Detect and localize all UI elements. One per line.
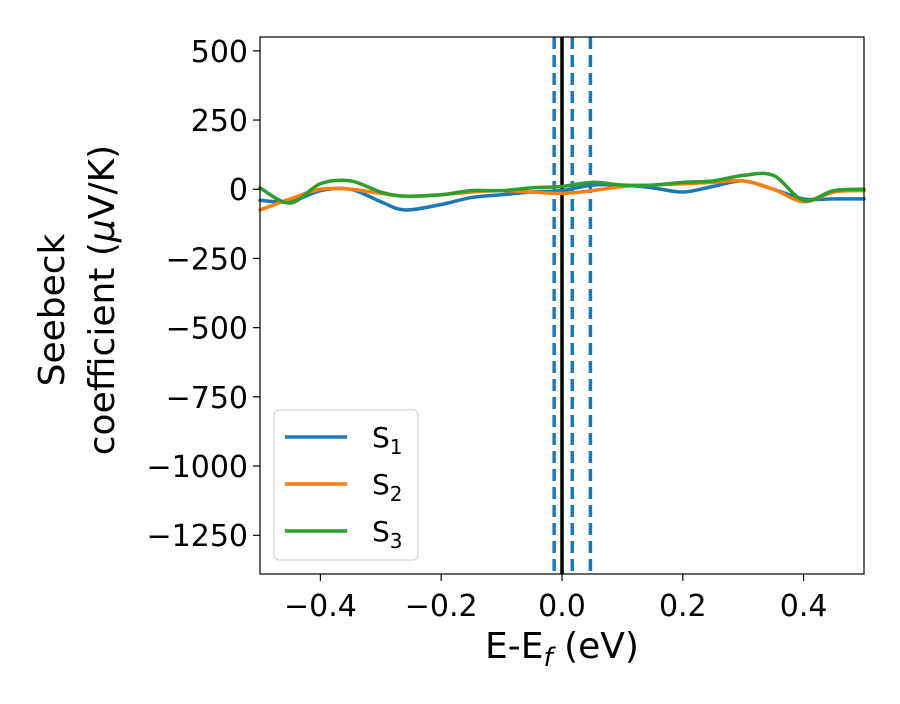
- legend-label-base: S: [372, 468, 390, 501]
- y-axis-label-prefix: coefficient (: [82, 242, 123, 455]
- y-tick-label: −1250: [147, 519, 248, 554]
- x-tick-label: −0.4: [284, 589, 357, 624]
- x-tick-label: 0.4: [780, 589, 828, 624]
- legend-label-base: S: [372, 421, 390, 454]
- y-tick-label: 250: [191, 104, 248, 139]
- legend-label-s1: S1: [372, 421, 403, 459]
- x-axis-ticks: −0.4 −0.2 0.0 0.2 0.4: [284, 574, 827, 624]
- y-tick-label: 500: [191, 35, 248, 70]
- legend-label-s3: S3: [372, 515, 403, 553]
- y-axis-label-unit: V/K): [82, 145, 123, 219]
- y-axis-label-line2: coefficient (μV/K): [82, 145, 123, 455]
- x-tick-label: 0.0: [538, 589, 586, 624]
- legend-label-s2: S2: [372, 468, 403, 506]
- series-line-s3: [258, 171, 866, 205]
- y-axis-label-line1: Seebeck: [32, 233, 73, 386]
- x-axis-label: E-Ef (eV): [485, 626, 639, 673]
- y-tick-label: −500: [166, 312, 248, 347]
- x-axis-label-main: E-E: [485, 626, 543, 667]
- x-tick-label: 0.2: [659, 589, 707, 624]
- y-axis-ticks: 500 250 0 −250 −500 −750 −1000 −1250: [147, 35, 260, 554]
- series-line-s2: [258, 178, 866, 212]
- y-tick-label: 0: [229, 173, 248, 208]
- legend-label-subscript: 1: [390, 435, 403, 459]
- y-tick-label: −1000: [147, 450, 248, 485]
- x-tick-label: −0.2: [405, 589, 478, 624]
- legend-label-base: S: [372, 515, 390, 548]
- legend-label-subscript: 2: [390, 482, 403, 506]
- legend-label-subscript: 3: [390, 529, 403, 553]
- y-tick-label: −250: [166, 242, 248, 277]
- series-lines: [258, 171, 866, 212]
- y-axis-label-mu: μ: [82, 219, 123, 243]
- y-tick-label: −750: [166, 381, 248, 416]
- x-axis-label-unit: (eV): [553, 626, 639, 667]
